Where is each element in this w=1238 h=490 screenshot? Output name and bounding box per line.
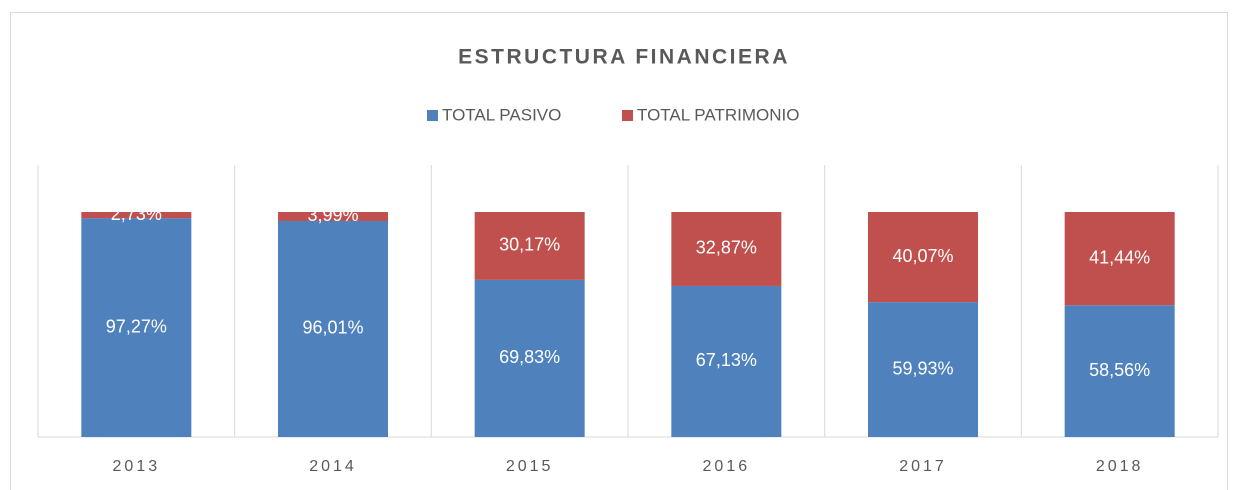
- bar-segment: [278, 220, 388, 437]
- data-label: 69,83%: [499, 347, 560, 367]
- legend-label: TOTAL PASIVO: [442, 105, 561, 124]
- x-tick-label: 2017: [899, 458, 947, 475]
- bar-segment: [278, 212, 388, 221]
- data-label: 3,99%: [307, 205, 358, 225]
- bar-segment: [868, 302, 978, 437]
- data-label: 96,01%: [302, 318, 363, 338]
- data-label: 2,73%: [111, 204, 162, 224]
- bar-segment: [81, 218, 192, 437]
- bar-segment: [1064, 305, 1175, 437]
- bar-segment: [671, 285, 782, 437]
- x-tick-label: 2013: [113, 458, 161, 475]
- data-label: 58,56%: [1089, 360, 1150, 380]
- legend-swatch: [427, 110, 438, 121]
- chart-frame: [10, 12, 1228, 490]
- bar-segment: [474, 279, 585, 437]
- data-label: 30,17%: [499, 235, 560, 255]
- x-tick-label: 2018: [1096, 458, 1144, 475]
- x-tick-label: 2014: [309, 458, 357, 475]
- bar-segment: [474, 212, 585, 280]
- bar-segment: [81, 212, 192, 219]
- legend-swatch: [622, 110, 633, 121]
- x-tick-label: 2016: [703, 458, 751, 475]
- data-label: 40,07%: [892, 246, 953, 266]
- x-tick-label: 2015: [506, 458, 554, 475]
- data-label: 97,27%: [106, 316, 167, 336]
- data-label: 59,93%: [892, 358, 953, 378]
- bar-segment: [671, 212, 782, 286]
- bar-segment: [1064, 212, 1175, 306]
- chart-title: ESTRUCTURA FINANCIERA: [458, 46, 790, 69]
- data-label: 41,44%: [1089, 247, 1150, 267]
- bar-segment: [868, 212, 978, 303]
- data-label: 67,13%: [696, 350, 757, 370]
- data-label: 32,87%: [696, 238, 757, 258]
- legend-label: TOTAL PATRIMONIO: [637, 105, 799, 124]
